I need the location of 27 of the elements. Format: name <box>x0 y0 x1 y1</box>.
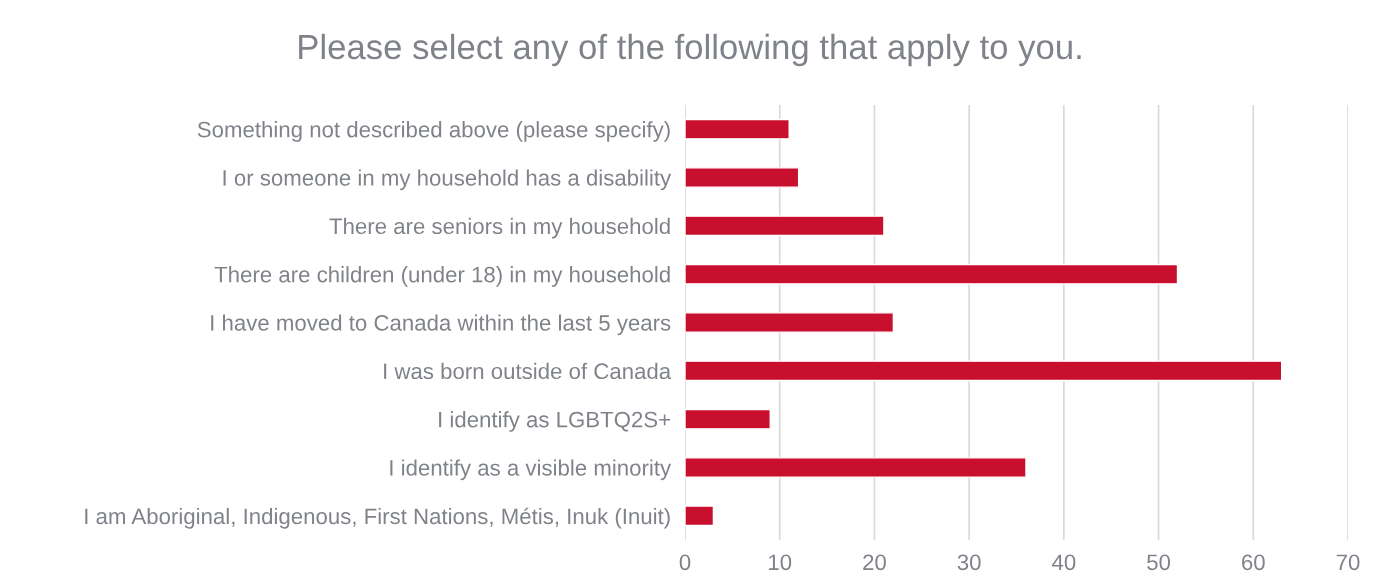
bar <box>685 167 800 188</box>
bar <box>685 505 715 527</box>
y-tick-label: I identify as LGBTQ2S+ <box>439 411 671 432</box>
bar <box>685 263 1179 285</box>
y-tick-label: I am Aboriginal, Indigenous, First Nations, Métis, Inuk (Inuit) <box>85 507 670 529</box>
y-tick-label: There are children (under 18) in my household <box>214 266 670 287</box>
x-tick-label: 50 <box>1147 554 1171 571</box>
x-tick-label: 70 <box>1336 554 1360 571</box>
y-tick-label: I have moved to Canada within the last 5 years <box>211 314 671 336</box>
y-tick-label: I or someone in my household has a disability <box>223 169 672 191</box>
x-tick-label: 30 <box>957 554 981 571</box>
x-tick-label: 20 <box>863 554 886 571</box>
x-tick-label: 10 <box>769 554 792 571</box>
bar <box>685 118 790 140</box>
y-tick-label: I was born outside of Canada <box>384 362 672 380</box>
x-tick-label: 0 <box>679 554 691 571</box>
x-tick-label: 60 <box>1242 554 1265 571</box>
bar <box>685 408 771 430</box>
bar <box>685 312 895 333</box>
chart-title: Please select any of the following that apply to you. <box>299 33 1081 67</box>
y-tick-label: Something not described above (please specify) <box>197 121 670 142</box>
x-tick-label: 40 <box>1052 554 1076 571</box>
bar <box>685 457 1027 478</box>
bar <box>685 215 885 237</box>
y-tick-label: There are seniors in my household <box>329 217 670 239</box>
bar <box>685 360 1283 382</box>
y-tick-label: I identify as a visible minority <box>390 459 672 481</box>
